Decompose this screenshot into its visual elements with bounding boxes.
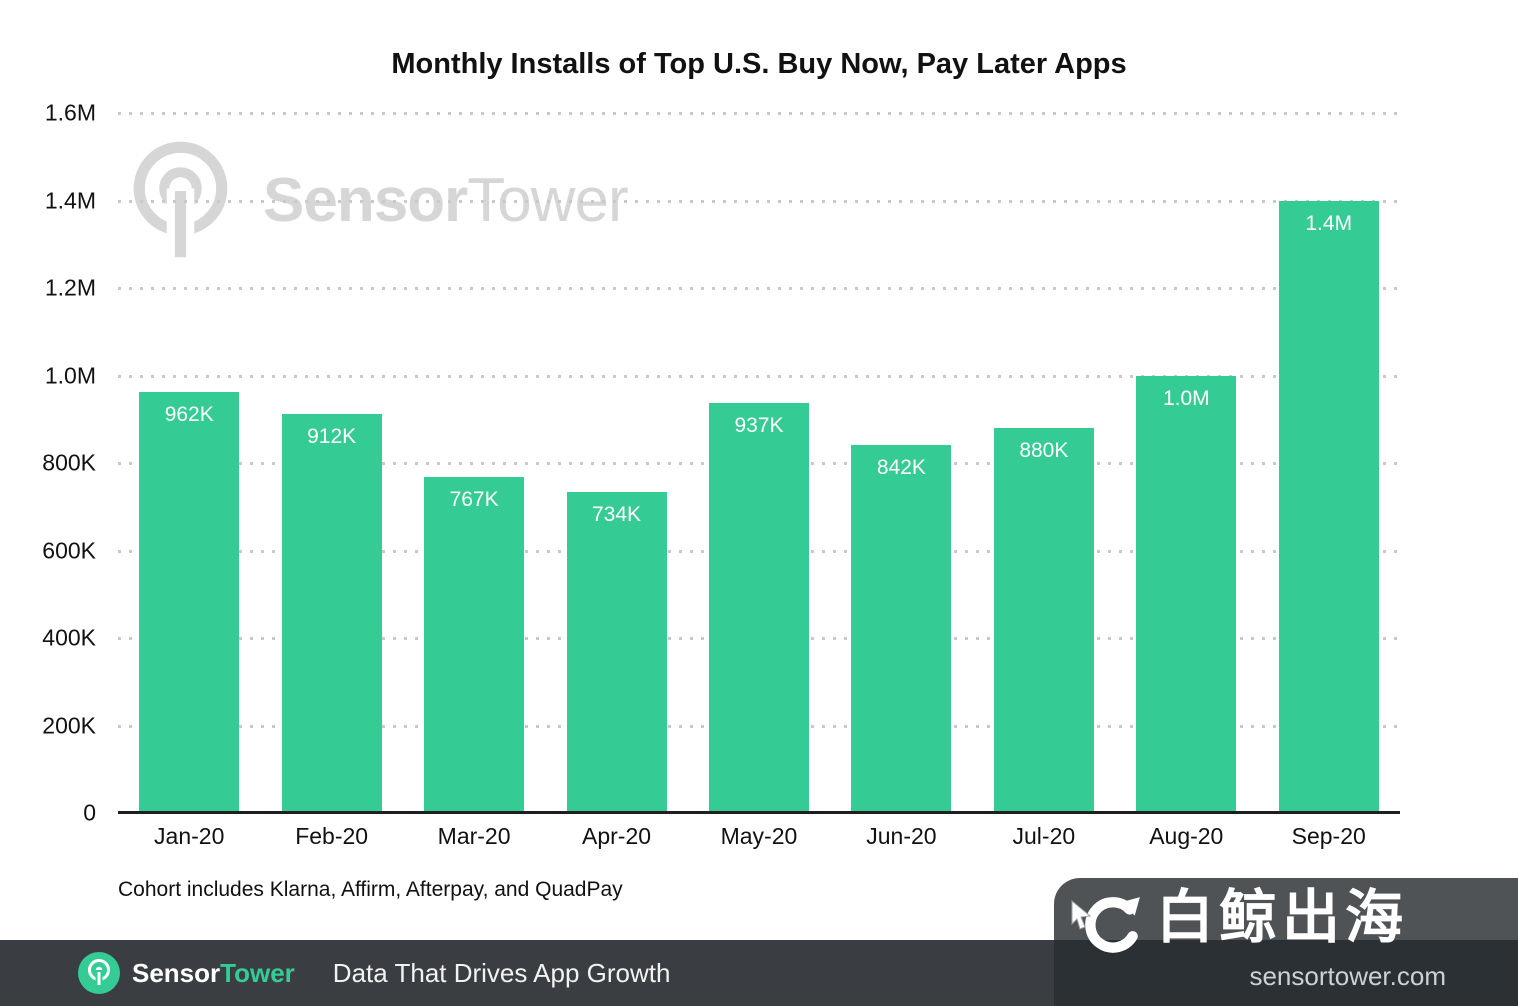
y-axis-tick-label: 800K xyxy=(42,449,96,476)
gridline xyxy=(118,287,1400,290)
bar-aug-20: 1.0M xyxy=(1136,375,1237,813)
bar-value-label: 767K xyxy=(449,488,499,512)
y-axis-tick-label: 0 xyxy=(83,799,96,826)
bar-slot: 842K xyxy=(830,113,972,813)
bar-sep-20: 1.4M xyxy=(1278,200,1379,813)
x-axis-labels: Jan-20 Feb-20 Mar-20 Apr-20 May-20 Jun-20 Jul-… xyxy=(118,823,1400,850)
cohort-footnote: Cohort includes Klarna, Affirm, Afterpay… xyxy=(118,878,623,901)
y-axis-tick-label: 600K xyxy=(42,537,96,563)
bar-slot: 880K xyxy=(973,113,1115,813)
bar-feb-20: 912K xyxy=(281,414,382,813)
x-axis-tick-label: Jun-20 xyxy=(866,823,937,849)
x-axis-tick-label: Sep-20 xyxy=(1291,823,1366,849)
x-axis-line xyxy=(118,811,1400,814)
y-axis-tick-label: 400K xyxy=(42,624,96,651)
footer-brand-tower: Tower xyxy=(220,958,295,988)
y-axis-tick-label: 1.2M xyxy=(44,274,96,301)
bar-apr-20: 734K xyxy=(566,491,667,813)
bar-slot: 734K xyxy=(545,113,687,813)
x-axis-tick-label: Apr-20 xyxy=(582,823,652,849)
y-axis-tick-label: 1.0M xyxy=(44,362,96,388)
baijing-watermark-text: 白鲸出海 xyxy=(1156,885,1409,950)
bar-mar-20: 767K xyxy=(424,477,525,813)
y-axis-tick-label: 1.6M xyxy=(44,99,96,126)
x-axis-tick-label: Aug-20 xyxy=(1149,823,1224,849)
sensortower-footer-logo-icon xyxy=(78,952,120,994)
x-axis-tick-label: Mar-20 xyxy=(437,823,511,849)
bar-slot: 937K xyxy=(688,113,830,813)
x-axis-tick-label: Feb-20 xyxy=(295,823,369,849)
bar-may-20: 937K xyxy=(708,403,809,813)
footer-tagline: Data That Drives App Growth xyxy=(332,957,671,988)
bar-jul-20: 880K xyxy=(993,428,1094,813)
chart-title: Monthly Installs of Top U.S. Buy Now, Pa… xyxy=(391,48,1127,80)
sensortower-logo-icon xyxy=(118,136,243,266)
gridline xyxy=(118,199,1400,203)
x-axis-tick-label: May-20 xyxy=(720,823,798,849)
baijing-watermark-overlay: 白鲸出海 sensortower.com xyxy=(1054,878,1518,1006)
bar-slot: 1.4M xyxy=(1258,113,1400,813)
x-axis-tick-label: Jul-20 xyxy=(1012,823,1076,849)
bar-slot: 767K xyxy=(403,113,545,813)
bar-jan-20: 962K xyxy=(139,392,240,813)
bar-value-label: 1.0M xyxy=(1162,386,1210,410)
whale-logo-icon xyxy=(1076,894,1144,967)
y-axis-tick-label: 1.4M xyxy=(44,187,96,213)
x-axis-tick-label: Jan-20 xyxy=(154,823,225,849)
bar-value-label: 962K xyxy=(164,403,214,427)
bar-value-label: 842K xyxy=(876,455,926,479)
plot-area: 962K 912K 767K 734K 937K 842K 880K 1.0M 1.4M 1.6… xyxy=(42,100,1400,826)
gridline xyxy=(118,374,1400,378)
bar-jun-20: 842K xyxy=(851,444,952,813)
y-axis-tick-label: 200K xyxy=(42,712,96,738)
bar-slot: 962K xyxy=(118,113,260,813)
bar-value-label: 880K xyxy=(1019,439,1069,462)
bar-value-label: 734K xyxy=(592,502,642,526)
footer-brand-sensor: Sensor xyxy=(132,958,221,988)
bar-slot: 912K xyxy=(260,113,402,813)
bar-slot: 1.0M xyxy=(1115,113,1257,813)
bars: 962K 912K 767K 734K 937K 842K 880K 1.0M 1.4M xyxy=(118,113,1400,813)
sensortower-url: sensortower.com xyxy=(1249,961,1446,991)
bar-value-label: 937K xyxy=(734,414,784,438)
bar-value-label: 912K xyxy=(307,425,357,448)
footer-brand: SensorTower xyxy=(132,960,295,986)
bar-value-label: 1.4M xyxy=(1305,211,1353,235)
mouse-cursor-icon xyxy=(1070,899,1096,935)
gridline xyxy=(118,112,1400,115)
